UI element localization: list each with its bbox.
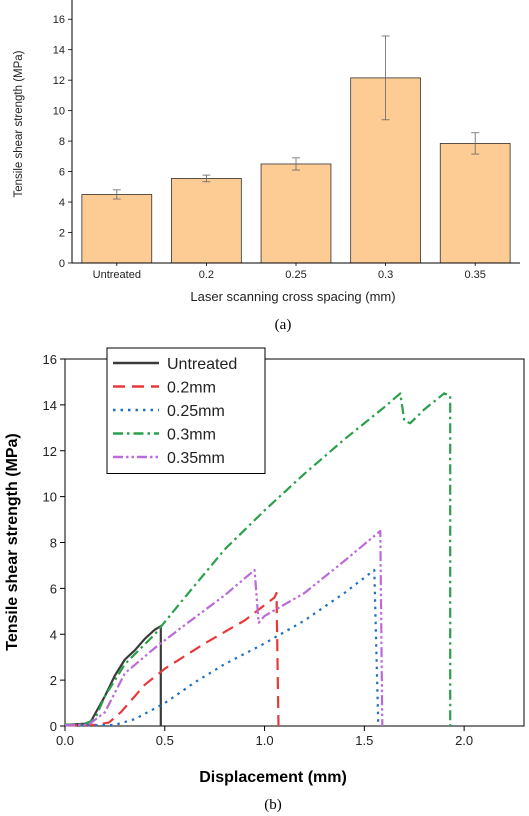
panel-label-a: (a)	[275, 317, 292, 333]
legend-label-0.25mm: 0.25mm	[167, 403, 225, 420]
y-tick-label: 12	[53, 75, 65, 87]
y-tick-label: 16	[43, 352, 57, 367]
bar-0.2	[171, 178, 242, 264]
y-tick-label: 6	[50, 581, 57, 596]
series-line-0.25mm	[64, 568, 380, 727]
line-chart-y-label: Tensile shear strength (MPa)	[4, 433, 21, 651]
bar-chart-panel: Untreated 0.2 0.25 0.3 0.35 0 2 4 6 8 10 12 14 16 La…	[13, 0, 520, 333]
bar-chart-marks	[81, 35, 511, 264]
error-bar-0.3	[381, 35, 390, 121]
error-bar-0.25	[292, 157, 300, 171]
y-tick-label: 10	[43, 490, 57, 505]
y-tick-label: 8	[59, 136, 65, 148]
y-tick-label: 2	[50, 673, 57, 688]
line-chart-x-ticks: 0.0 0.5 1.0 1.5 2.0	[56, 726, 473, 748]
y-tick-label: 16	[53, 14, 65, 26]
x-tick-label: 1.0	[256, 733, 274, 748]
bar-chart-y-ticks: 0 2 4 6 8 10 12 14 16	[53, 14, 72, 270]
x-tick-label: 0.3	[378, 269, 393, 281]
x-tick-label: 0.5	[156, 733, 174, 748]
y-tick-label: 0	[50, 719, 57, 734]
line-chart-series	[64, 392, 452, 727]
legend-label-0.3mm: 0.3mm	[167, 427, 216, 444]
x-tick-label: 0.25	[285, 269, 306, 281]
line-chart-legend: Untreated 0.2mm 0.25mm 0.3mm 0.35mm	[106, 347, 266, 474]
y-tick-label: 10	[53, 106, 65, 118]
panel-label-b: (b)	[264, 797, 282, 813]
error-bar-0.35	[471, 132, 480, 155]
bar-chart-y-label: Tensile shear strength (MPa)	[13, 50, 25, 197]
error-bar-Untreated	[112, 189, 121, 200]
y-tick-label: 14	[43, 398, 57, 413]
line-chart-panel: 0.0 0.5 1.0 1.5 2.0 0 2 4 6 8 10 12 14 16 Untreated 0…	[4, 347, 525, 813]
legend-box	[106, 347, 266, 474]
y-tick-label: 0	[59, 258, 65, 270]
x-tick-label: 0.2	[199, 269, 214, 281]
y-tick-label: 6	[59, 167, 65, 179]
series-line-0.35mm	[64, 529, 384, 727]
y-tick-label: 4	[59, 197, 65, 209]
x-tick-label: Untreated	[93, 269, 141, 281]
line-chart-x-label: Displacement (mm)	[199, 769, 347, 786]
bar-0.25	[260, 163, 332, 264]
legend-label-Untreated: Untreated	[167, 356, 237, 373]
error-bar-0.2	[202, 174, 211, 183]
bar-chart-x-ticks: Untreated 0.2 0.25 0.3 0.35	[93, 263, 486, 281]
x-tick-label: 1.5	[355, 733, 373, 748]
x-tick-label: 0.35	[464, 269, 485, 281]
y-tick-label: 2	[59, 228, 65, 240]
x-tick-label: 2.0	[455, 733, 473, 748]
y-tick-label: 12	[43, 444, 57, 459]
series-line-0.2mm	[64, 591, 280, 727]
line-chart-y-ticks: 0 2 4 6 8 10 12 14 16	[43, 352, 65, 734]
y-tick-label: 8	[50, 536, 57, 551]
x-tick-label: 0.0	[56, 733, 74, 748]
legend-label-0.35mm: 0.35mm	[167, 450, 225, 467]
legend-label-0.2mm: 0.2mm	[167, 380, 216, 397]
bar-0.35	[439, 143, 511, 264]
bar-Untreated	[81, 194, 153, 264]
y-tick-label: 14	[53, 45, 65, 57]
y-tick-label: 4	[50, 627, 57, 642]
bar-chart-x-label: Laser scanning cross spacing (mm)	[190, 289, 395, 304]
series-line-0.3mm	[64, 392, 452, 726]
